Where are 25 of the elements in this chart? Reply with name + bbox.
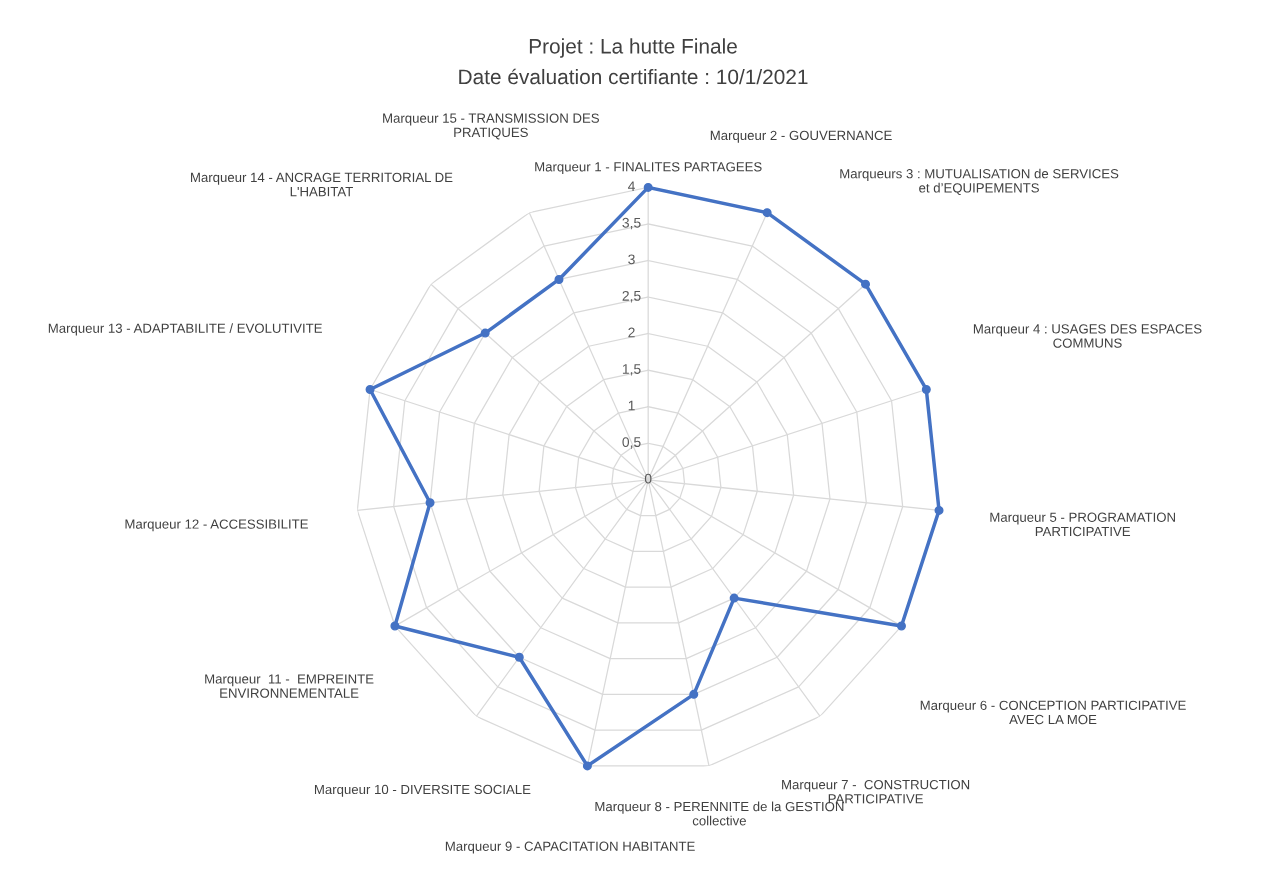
spoke-label: Marqueur 10 - DIVERSITE SOCIALE (314, 784, 531, 797)
spoke-label: Marqueur 9 - CAPACITATION HABITANTE (445, 841, 695, 854)
y-tick-label: 4 (627, 181, 635, 191)
y-tick-label: 0,5 (622, 437, 641, 449)
chart-subtitle: Date évaluation certifiante : 10/1/2021 (459, 68, 808, 85)
spoke-label: Marqueur 14 - ANCRAGE TERRITORIAL DE L'HABITAT (191, 172, 453, 197)
y-tick-label: 1 (628, 400, 635, 411)
spoke-label: Marqueur 12 - ACCESSIBILITE (125, 519, 308, 532)
spoke-label: Marqueurs 3 : MUTUALISATION de SERVICES et d’EQUIPEMENTS (840, 168, 1119, 195)
spoke-label: Marqueur 1 - FINALITES PARTAGEES (535, 162, 762, 175)
chart-title: Projet : La hutte Finale (529, 38, 737, 58)
spoke-label: Marqueur 11 - EMPREINTE ENVIRONNEMENTALE (205, 674, 374, 698)
y-tick-label: 2,5 (622, 290, 641, 303)
y-tick-label: 0 (644, 473, 652, 484)
spoke-label: Marqueur 5 - PROGRAMATION PARTICIPATIVE (990, 512, 1175, 537)
spoke-label: Marqueur 13 - ADAPTABILITE / EVOLUTIVITE (48, 323, 322, 336)
y-tick-label: 3,5 (622, 217, 641, 230)
y-tick-label: 2 (628, 327, 635, 338)
y-tick-label: 1,5 (622, 364, 641, 376)
spoke-label: Marqueur 4 : USAGES DES ESPACES COMMUNS (973, 324, 1202, 348)
spoke-label: Marqueur 6 - CONCEPTION PARTICIPATIVE AVEC LA MOE (920, 700, 1186, 725)
y-tick-label: 3 (628, 254, 635, 265)
spoke-label: Marqueur 15 - TRANSMISSION DES PRATIQUES (383, 113, 599, 140)
spoke-label: Marqueur 2 - GOUVERNANCE (710, 130, 892, 143)
spoke-label: Marqueur 8 - PERENNITE de la GESTION collective (595, 801, 844, 826)
